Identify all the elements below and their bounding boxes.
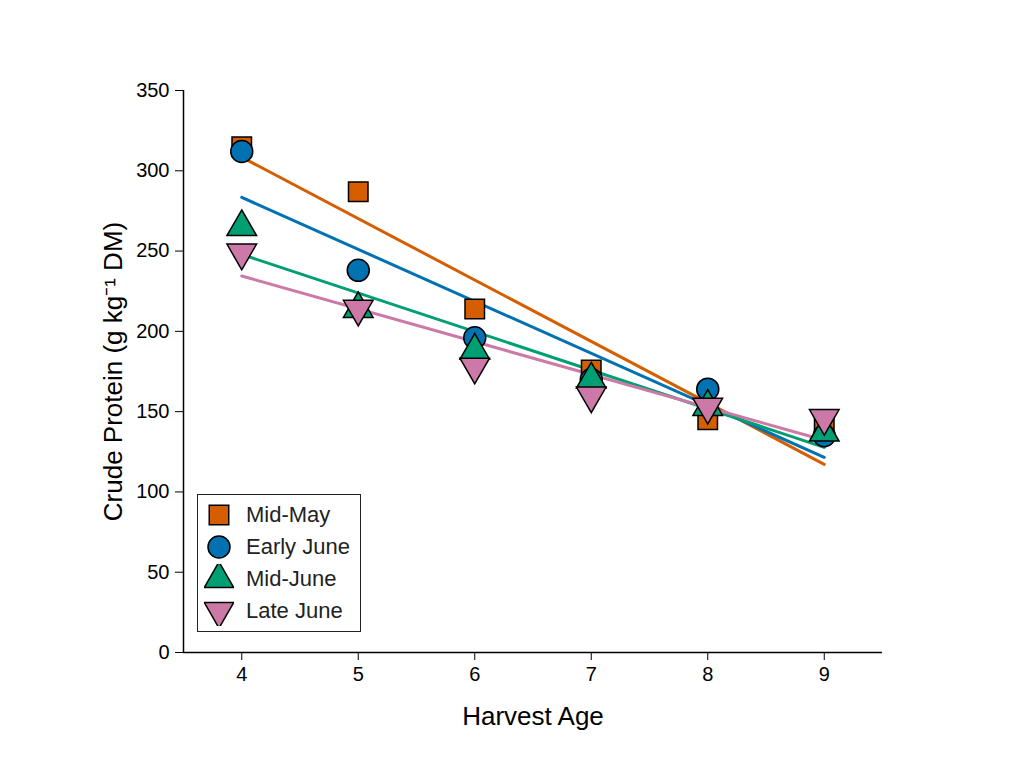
svg-text:300: 300 [136, 159, 169, 181]
svg-text:0: 0 [158, 641, 169, 663]
svg-text:250: 250 [136, 239, 169, 261]
html-text:Mid-May: Mid-May [246, 502, 331, 527]
svg-text:Harvest Age: Harvest Age [462, 701, 604, 731]
html-text:Late June: Late June [246, 598, 343, 623]
html-text:Early June: Early June [246, 534, 350, 559]
html-text:Mid-June: Mid-June [246, 566, 337, 591]
svg-text:7: 7 [586, 663, 597, 685]
svg-text:200: 200 [136, 320, 169, 342]
svg-text:Crude Protein (g kg⁻¹ DM): Crude Protein (g kg⁻¹ DM) [98, 222, 128, 521]
svg-text:6: 6 [469, 663, 480, 685]
svg-text:100: 100 [136, 480, 169, 502]
svg-text:50: 50 [147, 561, 169, 583]
svg-text:8: 8 [702, 663, 713, 685]
svg-text:4: 4 [236, 663, 247, 685]
svg-text:150: 150 [136, 400, 169, 422]
svg-text:350: 350 [136, 79, 169, 101]
svg-text:9: 9 [819, 663, 830, 685]
svg-text:5: 5 [353, 663, 364, 685]
